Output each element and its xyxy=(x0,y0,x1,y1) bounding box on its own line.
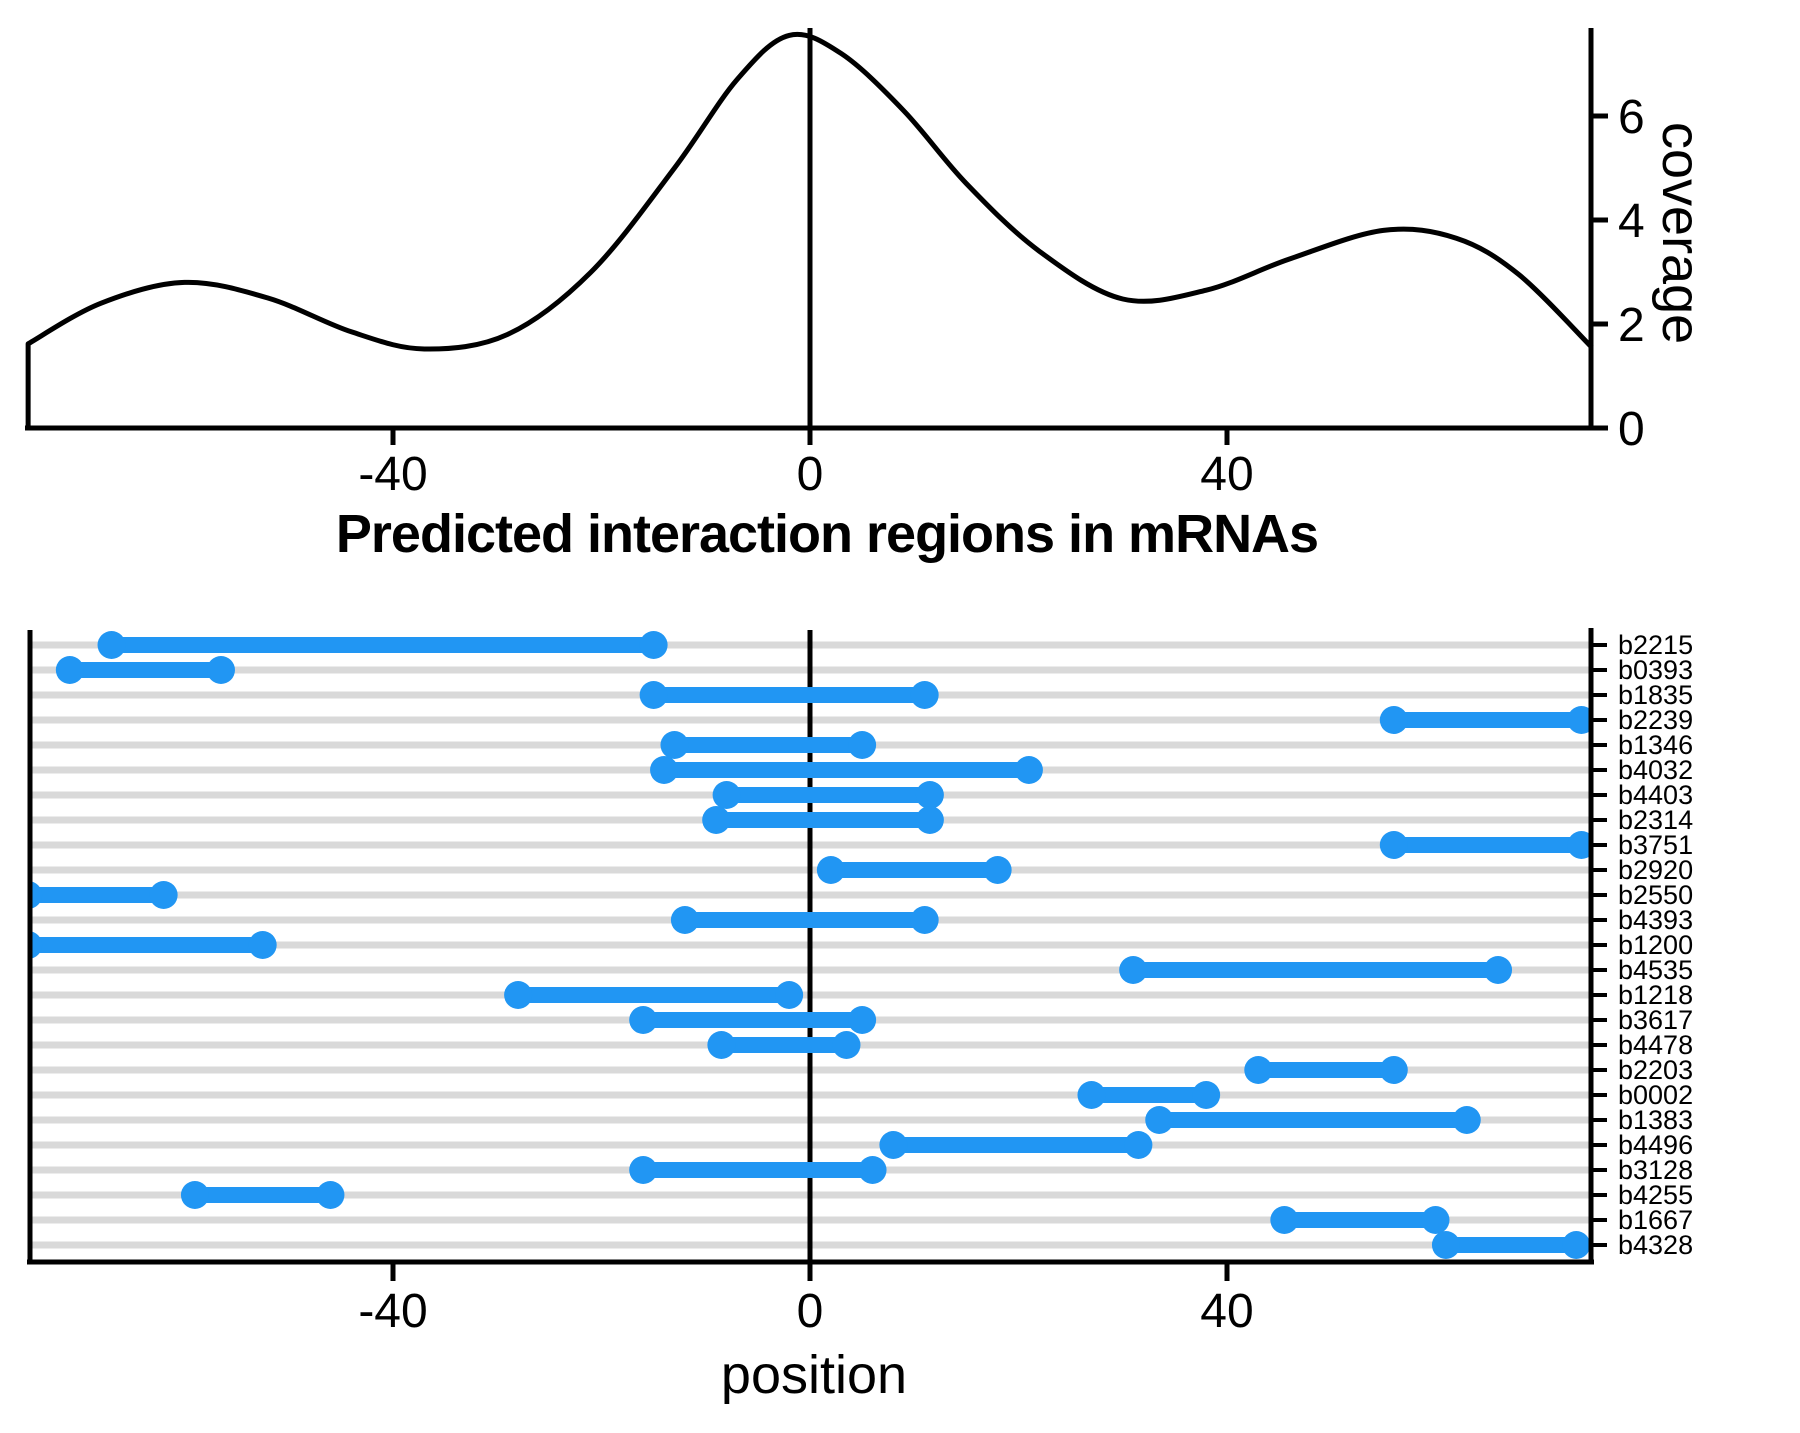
segment-end-dot-b4535 xyxy=(1484,956,1513,984)
segment-end-dot-b2239 xyxy=(1567,706,1591,734)
coverage-x-tick-label: -40 xyxy=(358,448,427,501)
segment-end-dot-b0393 xyxy=(206,656,235,684)
row-label-b3128: b3128 xyxy=(1618,1155,1693,1185)
row-label-b2550: b2550 xyxy=(1618,880,1693,910)
row-label-b2314: b2314 xyxy=(1618,805,1693,835)
segment-start-dot-b4032 xyxy=(650,756,679,784)
segment-end-dot-b4478 xyxy=(832,1031,861,1059)
position-x-tick-label: -40 xyxy=(358,1285,427,1338)
row-label-b1835: b1835 xyxy=(1618,680,1693,710)
coverage-x-tick-label: 0 xyxy=(797,448,824,501)
row-label-b4496: b4496 xyxy=(1618,1130,1693,1160)
row-label-b1218: b1218 xyxy=(1618,980,1693,1010)
segment-end-dot-b4328 xyxy=(1562,1231,1591,1259)
row-label-b1346: b1346 xyxy=(1618,730,1693,760)
segment-end-dot-b2215 xyxy=(639,631,668,659)
row-label-b3617: b3617 xyxy=(1618,1005,1693,1035)
row-label-b4535: b4535 xyxy=(1618,955,1693,985)
row-label-b0393: b0393 xyxy=(1618,655,1693,685)
segment-start-dot-b3617 xyxy=(629,1006,658,1034)
segment-start-dot-b2920 xyxy=(816,856,845,884)
segment-start-dot-b1835 xyxy=(639,681,668,709)
position-axis-label: position xyxy=(720,1345,908,1405)
segment-start-dot-b4535 xyxy=(1119,956,1148,984)
segment-start-dot-b0002 xyxy=(1077,1081,1106,1109)
segment-start-dot-b2203 xyxy=(1244,1056,1273,1084)
coverage-y-tick-label: 0 xyxy=(1618,403,1645,456)
segment-end-dot-b1200 xyxy=(248,931,277,959)
coverage-axis-label: coverage xyxy=(1651,122,1711,345)
segment-end-dot-b2550 xyxy=(149,881,178,909)
row-label-b4328: b4328 xyxy=(1618,1230,1693,1260)
segment-start-dot-b4393 xyxy=(670,906,699,934)
segment-end-dot-b4403 xyxy=(915,781,944,809)
segment-end-dot-b4255 xyxy=(316,1181,345,1209)
segment-start-dot-b0393 xyxy=(55,656,84,684)
position-x-tick-label: 0 xyxy=(797,1285,824,1338)
segment-end-dot-b3128 xyxy=(858,1156,887,1184)
coverage-y-tick-label: 6 xyxy=(1618,91,1645,144)
row-label-b4255: b4255 xyxy=(1618,1180,1693,1210)
segment-start-dot-b4403 xyxy=(712,781,741,809)
coverage-y-tick-label: 4 xyxy=(1618,195,1645,248)
segment-end-dot-b1383 xyxy=(1452,1106,1481,1134)
row-label-b0002: b0002 xyxy=(1618,1080,1693,1110)
segment-start-dot-b2550 xyxy=(30,881,43,909)
segments-layer xyxy=(30,631,1591,1259)
row-label-b4478: b4478 xyxy=(1618,1030,1693,1060)
segment-end-dot-b0002 xyxy=(1192,1081,1221,1109)
segment-start-dot-b1667 xyxy=(1270,1206,1299,1234)
segment-end-dot-b1835 xyxy=(910,681,939,709)
row-label-b1200: b1200 xyxy=(1618,930,1693,960)
row-label-b2215: b2215 xyxy=(1618,630,1693,660)
segment-end-dot-b3617 xyxy=(848,1006,877,1034)
segment-start-dot-b4328 xyxy=(1431,1231,1460,1259)
segment-end-dot-b2314 xyxy=(915,806,944,834)
row-label-b4403: b4403 xyxy=(1618,780,1693,810)
row-label-b1667: b1667 xyxy=(1618,1205,1693,1235)
segment-start-dot-b4478 xyxy=(707,1031,736,1059)
segment-end-dot-b2203 xyxy=(1379,1056,1408,1084)
row-label-b4393: b4393 xyxy=(1618,905,1693,935)
coverage-curve xyxy=(25,31,1594,428)
segment-end-dot-b4393 xyxy=(910,906,939,934)
segment-start-dot-b1218 xyxy=(504,981,533,1009)
segment-end-dot-b1218 xyxy=(775,981,804,1009)
row-label-b2239: b2239 xyxy=(1618,705,1693,735)
segment-end-dot-b1667 xyxy=(1421,1206,1450,1234)
row-label-b3751: b3751 xyxy=(1618,830,1693,860)
segment-start-dot-b3751 xyxy=(1379,831,1408,859)
segment-end-dot-b2920 xyxy=(983,856,1012,884)
row-label-b2203: b2203 xyxy=(1618,1055,1693,1085)
segment-start-dot-b2314 xyxy=(702,806,731,834)
segment-start-dot-b2239 xyxy=(1379,706,1408,734)
coverage-y-tick-label: 2 xyxy=(1618,299,1645,352)
segment-start-dot-b4496 xyxy=(879,1131,908,1159)
row-label-b4032: b4032 xyxy=(1618,755,1693,785)
segment-start-dot-b1383 xyxy=(1145,1106,1174,1134)
segment-end-dot-b1346 xyxy=(848,731,877,759)
coverage-x-tick-label: 40 xyxy=(1200,448,1253,501)
position-x-tick-label: 40 xyxy=(1200,1285,1253,1338)
row-label-b2920: b2920 xyxy=(1618,855,1693,885)
segment-end-dot-b3751 xyxy=(1567,831,1591,859)
row-label-b1383: b1383 xyxy=(1618,1105,1693,1135)
segment-start-dot-b3128 xyxy=(629,1156,658,1184)
segment-start-dot-b1346 xyxy=(660,731,689,759)
segment-start-dot-b2215 xyxy=(97,631,126,659)
chart-title: Predicted interaction regions in mRNAs xyxy=(335,504,1319,564)
segment-end-dot-b4032 xyxy=(1014,756,1043,784)
segment-start-dot-b4255 xyxy=(180,1181,209,1209)
segment-start-dot-b1200 xyxy=(30,931,43,959)
segment-end-dot-b4496 xyxy=(1124,1131,1153,1159)
